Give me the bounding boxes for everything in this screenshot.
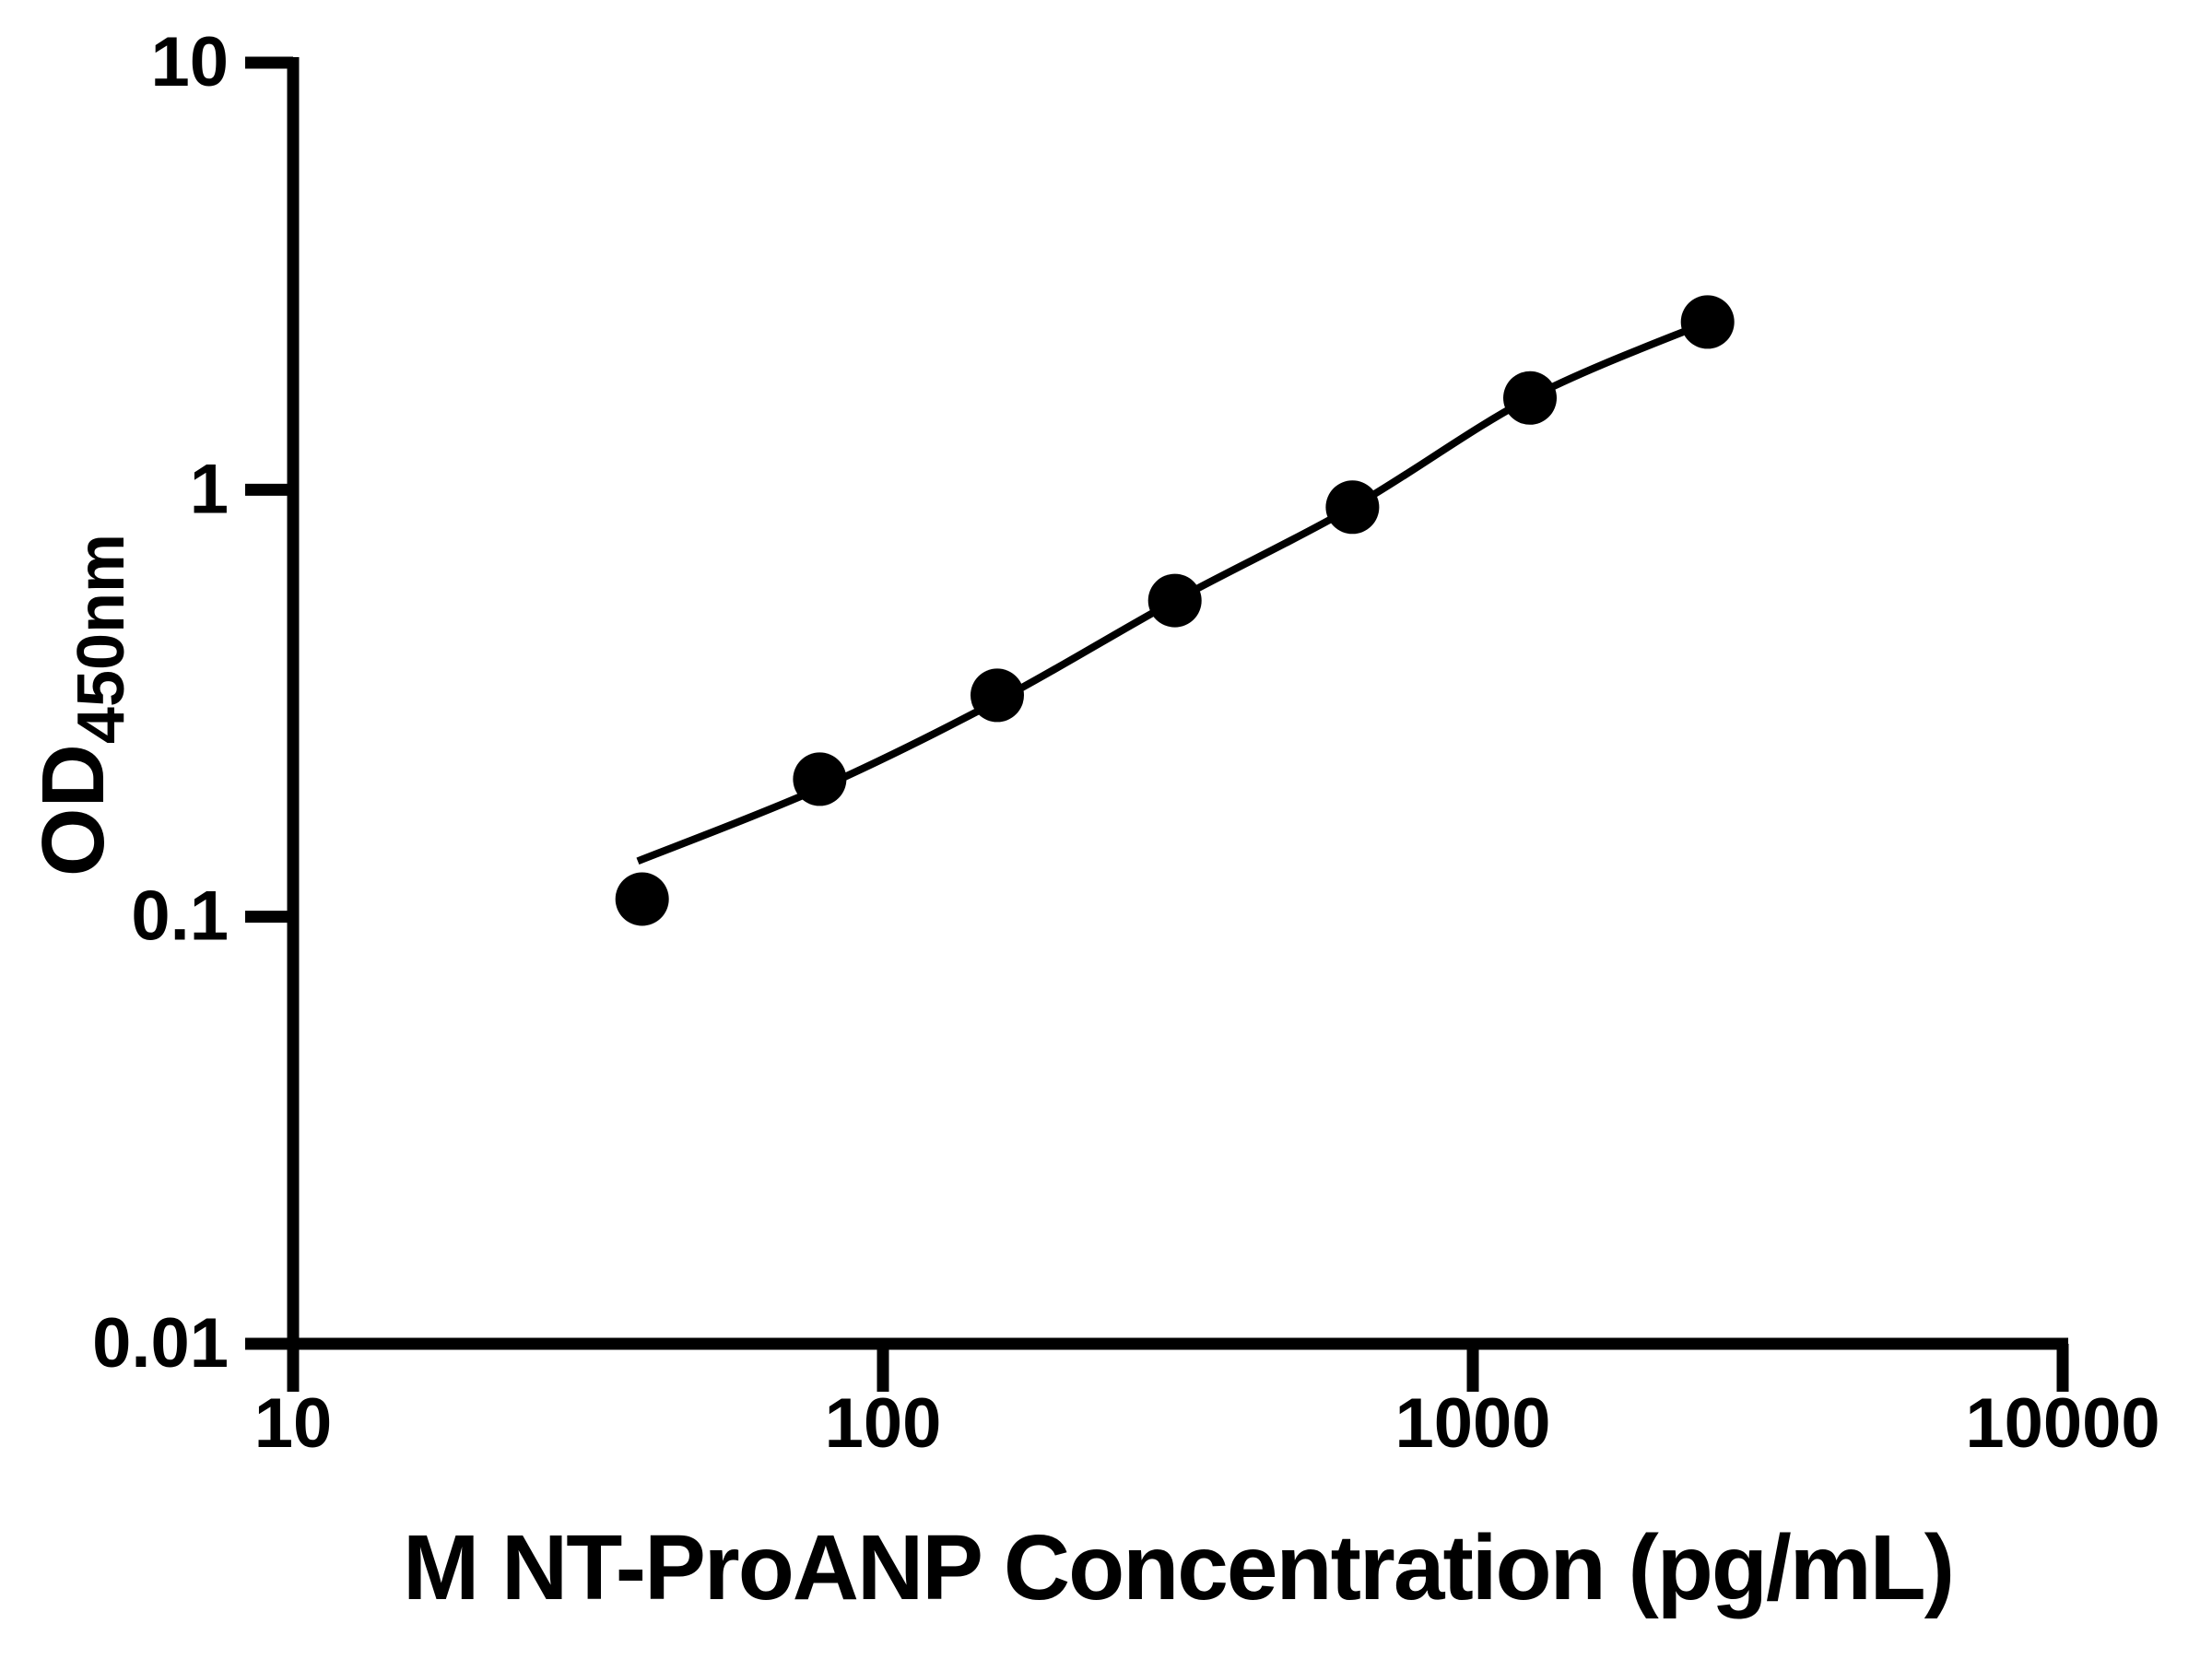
x-axis-title: M NT-ProANP Concentration (pg/mL) bbox=[403, 1516, 1953, 1619]
plot-body-group bbox=[615, 295, 1735, 926]
data-point-5 bbox=[1325, 480, 1380, 535]
x-tick-label-100: 100 bbox=[825, 1384, 942, 1463]
data-point-6 bbox=[1503, 371, 1557, 425]
y-axis-title-main: OD bbox=[24, 744, 123, 877]
data-point-1 bbox=[615, 872, 669, 926]
y-axis-title-subscript: 450nm bbox=[65, 534, 138, 744]
y-tick-label-0.01: 0.01 bbox=[92, 1304, 229, 1382]
data-point-4 bbox=[1147, 573, 1202, 628]
data-point-3 bbox=[971, 668, 1024, 723]
data-point-7 bbox=[1680, 295, 1735, 349]
x-tick-label-1000: 1000 bbox=[1394, 1384, 1550, 1463]
tick-group: 10 100 1000 10000 10 1 0.1 0.01 bbox=[92, 23, 2160, 1463]
x-tick-label-10000: 10000 bbox=[1965, 1384, 2159, 1463]
data-point-2 bbox=[793, 752, 847, 806]
y-axis-title: OD450nm bbox=[24, 534, 138, 877]
y-tick-label-1: 1 bbox=[190, 450, 229, 528]
x-tick-label-10: 10 bbox=[254, 1384, 333, 1463]
y-tick-label-0.1: 0.1 bbox=[131, 877, 229, 956]
y-tick-label-10: 10 bbox=[150, 23, 229, 101]
